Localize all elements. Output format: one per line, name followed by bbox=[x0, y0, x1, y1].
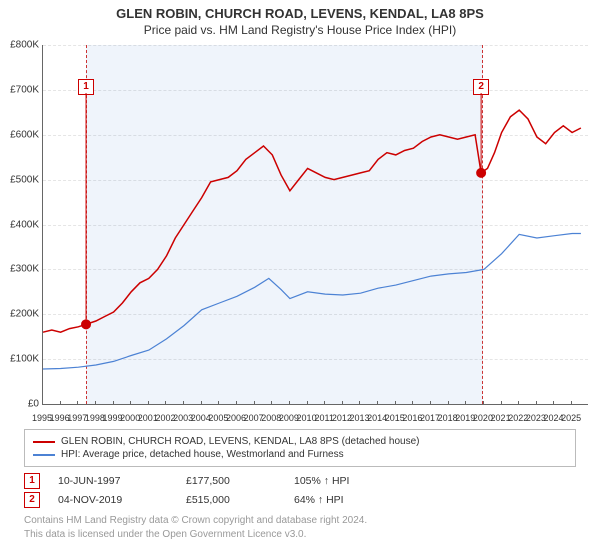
footer-attribution: Contains HM Land Registry data © Crown c… bbox=[24, 514, 576, 541]
y-axis-label: £100K bbox=[3, 354, 39, 365]
legend-row: GLEN ROBIN, CHURCH ROAD, LEVENS, KENDAL,… bbox=[33, 436, 567, 447]
y-axis-label: £600K bbox=[3, 129, 39, 140]
footer-line-2: This data is licensed under the Open Gov… bbox=[24, 528, 576, 542]
y-axis-label: £200K bbox=[3, 309, 39, 320]
y-axis-label: £500K bbox=[3, 174, 39, 185]
transaction-pct: 105% ↑ HPI bbox=[294, 475, 349, 487]
transaction-marker: 1 bbox=[24, 473, 40, 489]
x-axis-label: 2025 bbox=[561, 413, 581, 423]
y-axis-label: £300K bbox=[3, 264, 39, 275]
transaction-price: £177,500 bbox=[186, 475, 276, 487]
transaction-row: 2 04-NOV-2019 £515,000 64% ↑ HPI bbox=[24, 492, 576, 508]
transaction-pct: 64% ↑ HPI bbox=[294, 494, 344, 506]
chart-area: £0£100K£200K£300K£400K£500K£600K£700K£80… bbox=[42, 45, 588, 423]
legend-label: HPI: Average price, detached house, West… bbox=[61, 449, 344, 460]
transaction-date: 04-NOV-2019 bbox=[58, 494, 168, 506]
y-axis-label: £0 bbox=[3, 399, 39, 410]
transaction-row: 1 10-JUN-1997 £177,500 105% ↑ HPI bbox=[24, 473, 576, 489]
transaction-marker: 2 bbox=[24, 492, 40, 508]
legend-row: HPI: Average price, detached house, West… bbox=[33, 449, 567, 460]
chart-subtitle: Price paid vs. HM Land Registry's House … bbox=[0, 23, 600, 37]
series-price_paid bbox=[43, 110, 581, 332]
y-axis-label: £700K bbox=[3, 84, 39, 95]
transaction-rows: 1 10-JUN-1997 £177,500 105% ↑ HPI 2 04-NOV-20… bbox=[24, 473, 576, 508]
chart-title: GLEN ROBIN, CHURCH ROAD, LEVENS, KENDAL,… bbox=[0, 0, 600, 21]
footer-line-1: Contains HM Land Registry data © Crown c… bbox=[24, 514, 576, 528]
legend-swatch bbox=[33, 441, 55, 443]
legend: GLEN ROBIN, CHURCH ROAD, LEVENS, KENDAL,… bbox=[24, 429, 576, 467]
legend-swatch bbox=[33, 454, 55, 456]
transaction-date: 10-JUN-1997 bbox=[58, 475, 168, 487]
legend-label: GLEN ROBIN, CHURCH ROAD, LEVENS, KENDAL,… bbox=[61, 436, 419, 447]
y-axis-label: £800K bbox=[3, 40, 39, 51]
transaction-price: £515,000 bbox=[186, 494, 276, 506]
y-axis-label: £400K bbox=[3, 219, 39, 230]
